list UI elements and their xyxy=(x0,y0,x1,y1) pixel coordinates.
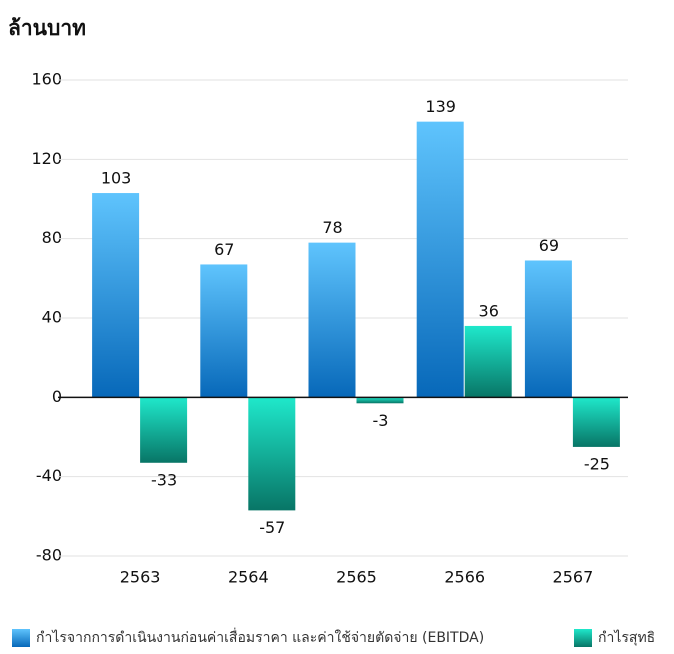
bar xyxy=(248,397,296,511)
y-tick-label: -40 xyxy=(36,466,62,485)
legend-swatch xyxy=(574,629,592,647)
bar xyxy=(92,193,140,398)
y-tick-label: 40 xyxy=(42,308,62,327)
bar xyxy=(356,397,404,404)
value-label: 139 xyxy=(425,97,456,116)
x-tick-label: 2565 xyxy=(336,568,377,587)
bar xyxy=(140,397,188,463)
bar xyxy=(200,264,248,398)
y-tick-label: 0 xyxy=(52,387,62,406)
y-tick-label: 120 xyxy=(31,149,62,168)
bar xyxy=(572,397,620,447)
x-tick-label: 2563 xyxy=(120,568,161,587)
value-label: -57 xyxy=(259,518,285,537)
value-label: 69 xyxy=(539,236,559,255)
value-label: -25 xyxy=(584,454,610,473)
y-tick-label: 80 xyxy=(42,228,62,247)
bar xyxy=(416,121,464,398)
value-label: 78 xyxy=(322,218,342,237)
y-tick-label: 160 xyxy=(31,70,62,89)
x-tick-label: 2564 xyxy=(228,568,269,587)
legend-label: กำไรสุทธิ xyxy=(598,629,655,646)
legend-label: กำไรจากการดำเนินงานก่อนค่าเสื่อมราคา และ… xyxy=(36,628,484,646)
value-label: 103 xyxy=(101,169,132,188)
legend-swatch xyxy=(12,629,30,647)
value-label: -3 xyxy=(373,411,389,430)
x-tick-label: 2567 xyxy=(553,568,594,587)
value-label: 36 xyxy=(479,301,499,320)
bar xyxy=(464,325,512,398)
chart-title: ล้านบาท xyxy=(8,16,86,40)
bar xyxy=(308,242,356,398)
bar xyxy=(524,260,572,398)
value-label: -33 xyxy=(151,470,177,489)
y-tick-label: -80 xyxy=(36,546,62,565)
x-tick-label: 2566 xyxy=(444,568,485,587)
value-label: 67 xyxy=(214,240,234,259)
